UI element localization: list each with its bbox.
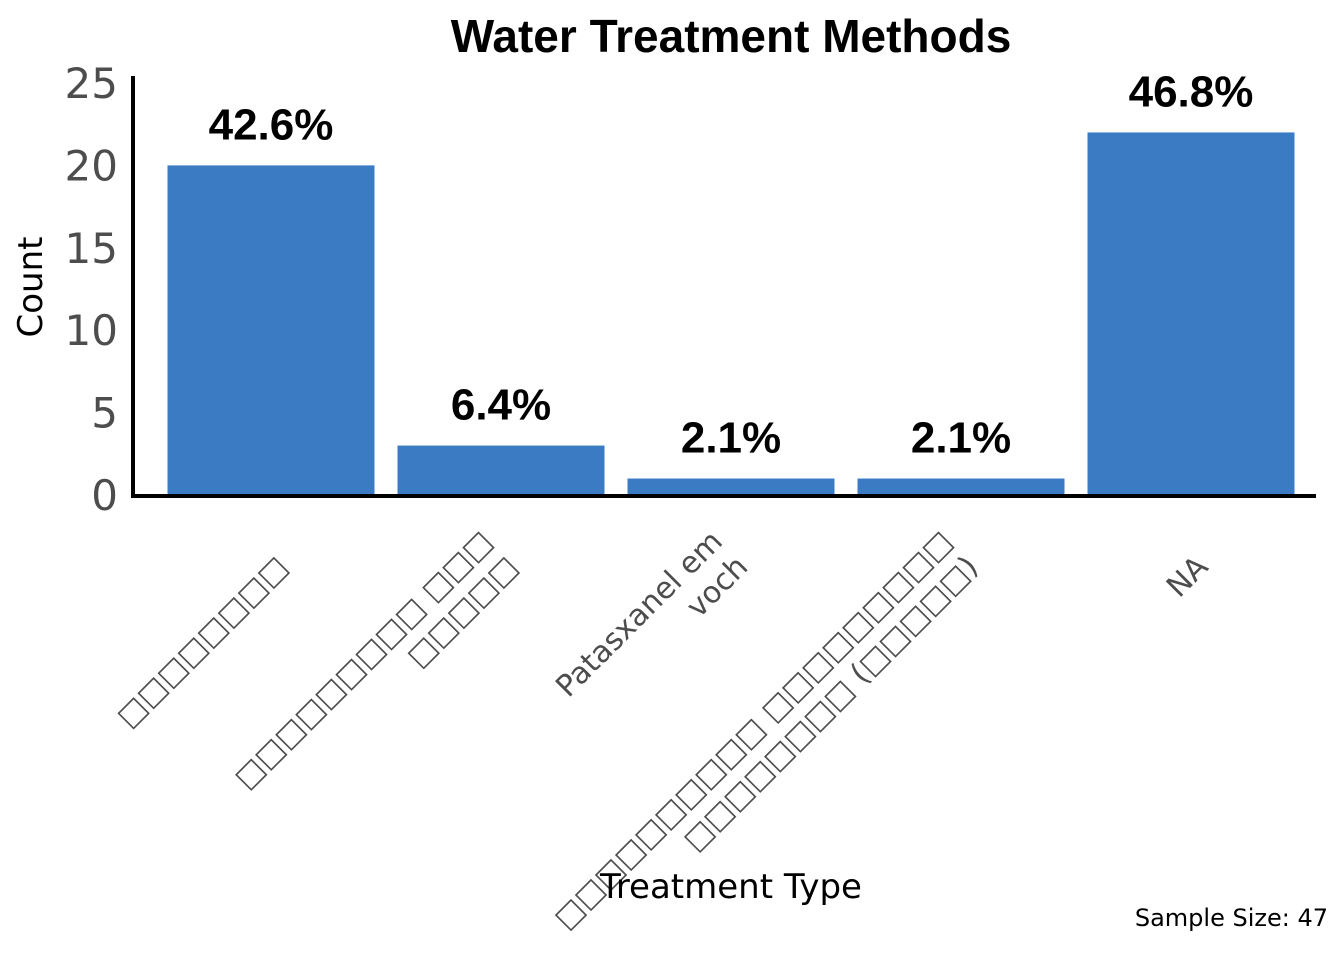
x-tick-label: Patasxanel emvoch [549,524,755,730]
y-axis-title: Count [11,237,51,338]
x-axis-title: Treatment Type [599,867,862,907]
sample-size-caption: Sample Size: 47 [1135,904,1328,932]
x-tick-label: NA [1160,549,1215,604]
bar-value-label: 2.1% [911,414,1011,463]
bar-labels-group: 42.6% 6.4% 2.1% 2.1% 46.8% [209,67,1254,462]
bars-group [167,132,1295,495]
y-tick-label: 20 [65,141,118,190]
bar [1087,132,1295,495]
chart-title: Water Treatment Methods [451,10,1012,62]
bar-value-label: 2.1% [681,414,781,463]
bar [167,165,375,495]
y-tick-label: 15 [65,224,118,273]
bar-value-label: 46.8% [1129,67,1254,116]
y-tick-label: 5 [91,389,118,438]
y-axis-ticks: 0 5 10 15 20 25 [65,59,118,520]
bar-value-label: 42.6% [209,100,334,149]
y-tick-label: 25 [65,59,118,108]
x-tick-label: □□□□□□□□ [110,549,295,734]
bar [627,478,835,495]
bar-value-label: 6.4% [451,381,551,430]
bar [397,445,605,495]
y-tick-label: 0 [91,471,118,520]
bar [857,478,1065,495]
y-tick-label: 10 [65,306,118,355]
